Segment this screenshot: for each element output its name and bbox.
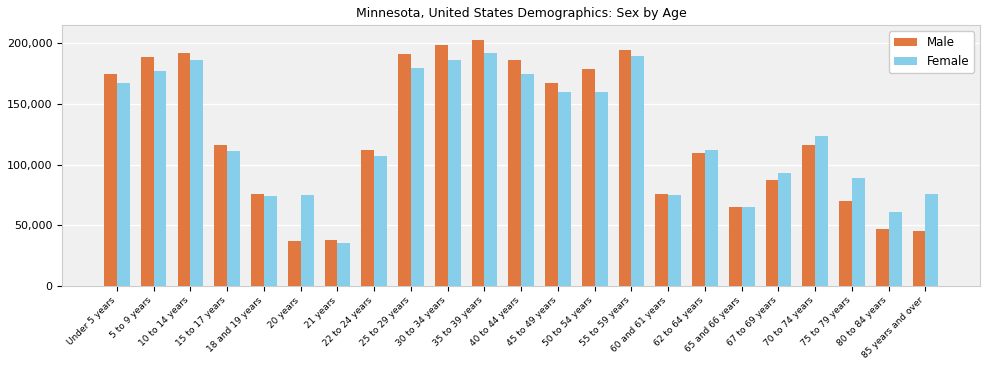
- Bar: [104, 74, 116, 286]
- Bar: [301, 195, 314, 286]
- Legend: Male, Female: Male, Female: [888, 31, 973, 73]
- Bar: [631, 55, 644, 286]
- Bar: [435, 45, 448, 286]
- Title: Minnesota, United States Demographics: Sex by Age: Minnesota, United States Demographics: S…: [355, 7, 686, 20]
- Bar: [618, 50, 631, 286]
- Bar: [925, 194, 938, 286]
- Bar: [471, 40, 484, 286]
- Bar: [141, 57, 154, 286]
- Bar: [154, 71, 167, 286]
- Bar: [397, 54, 410, 286]
- Bar: [544, 83, 557, 286]
- Bar: [214, 145, 227, 286]
- Bar: [887, 212, 900, 286]
- Bar: [704, 150, 717, 286]
- Bar: [410, 68, 423, 286]
- Bar: [668, 195, 680, 286]
- Bar: [802, 145, 814, 286]
- Bar: [484, 53, 497, 286]
- Bar: [655, 194, 668, 286]
- Bar: [448, 61, 460, 286]
- Bar: [595, 92, 607, 286]
- Bar: [250, 194, 263, 286]
- Bar: [521, 74, 533, 286]
- Bar: [851, 178, 864, 286]
- Bar: [288, 241, 301, 286]
- Bar: [838, 201, 851, 286]
- Bar: [190, 61, 203, 286]
- Bar: [728, 207, 740, 286]
- Bar: [778, 173, 791, 286]
- Bar: [337, 243, 350, 286]
- Bar: [581, 69, 595, 286]
- Bar: [361, 150, 374, 286]
- Bar: [508, 61, 521, 286]
- Bar: [814, 135, 827, 286]
- Bar: [324, 240, 337, 286]
- Bar: [116, 83, 129, 286]
- Bar: [912, 231, 925, 286]
- Bar: [691, 153, 704, 286]
- Bar: [263, 196, 276, 286]
- Bar: [765, 181, 778, 286]
- Bar: [740, 207, 754, 286]
- Bar: [875, 229, 887, 286]
- Bar: [227, 151, 240, 286]
- Bar: [177, 53, 190, 286]
- Bar: [557, 92, 570, 286]
- Bar: [374, 156, 387, 286]
